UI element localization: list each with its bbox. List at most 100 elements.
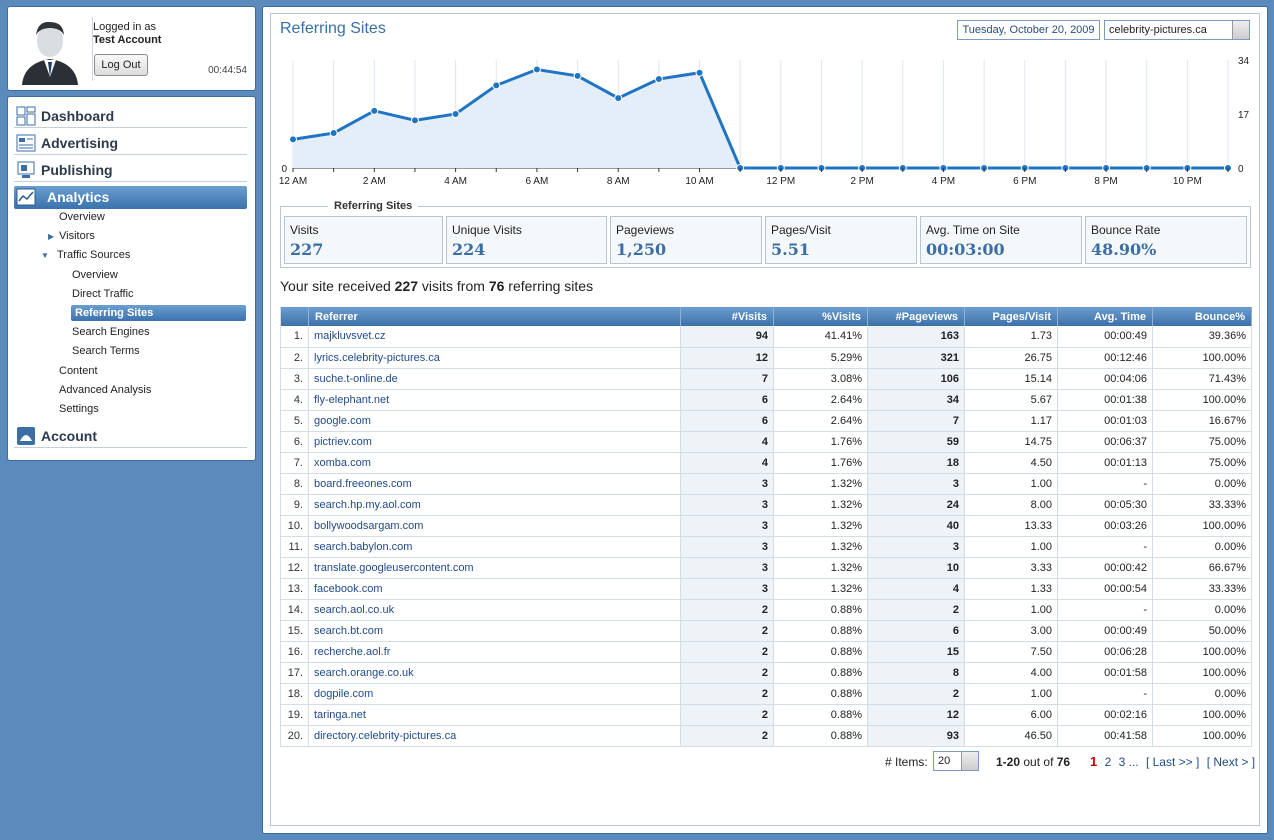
nav-sub-search-engines[interactable]: Search Engines <box>72 326 150 338</box>
referrer-link[interactable]: fly-elephant.net <box>308 389 681 411</box>
row-pct-visits: 5.29% <box>773 347 868 369</box>
referrer-link[interactable]: majkluvsvet.cz <box>308 326 681 348</box>
row-bounce: 100.00% <box>1152 704 1252 726</box>
referrer-link[interactable]: taringa.net <box>308 704 681 726</box>
nav-account[interactable]: Account <box>14 425 247 448</box>
row-avg-time: 00:05:30 <box>1057 494 1153 516</box>
referrer-link[interactable]: lyrics.celebrity-pictures.ca <box>308 347 681 369</box>
data-point <box>410 116 419 125</box>
col-pages-visit-header[interactable]: Pages/Visit <box>964 307 1058 326</box>
stat-value: 227 <box>290 240 324 259</box>
referrer-link[interactable]: google.com <box>308 410 681 432</box>
col-avg-time-header[interactable]: Avg. Time <box>1057 307 1153 326</box>
site-dropdown-icon[interactable] <box>1232 21 1249 39</box>
table-row: 14. search.aol.co.uk 2 0.88% 2 1.00-0.00% <box>280 599 1252 621</box>
table-row: 3. suche.t-online.de 7 3.08% 106 15.14 00:04:0… <box>280 368 1252 390</box>
items-per-page-select[interactable]: 20 <box>933 751 979 771</box>
expand-down-icon[interactable]: ▼ <box>41 251 49 260</box>
referrer-link[interactable]: facebook.com <box>308 578 681 600</box>
nav-sub-advanced-analysis[interactable]: Advanced Analysis <box>59 384 152 396</box>
page-link[interactable]: 3 ... <box>1118 755 1139 769</box>
table-row: 15. search.bt.com 2 0.88% 6 3.00 00:00:49 50.00… <box>280 620 1252 642</box>
row-avg-time: 00:01:13 <box>1057 452 1153 474</box>
row-visits: 2 <box>680 599 774 621</box>
nav-advertising[interactable]: Advertising <box>14 132 247 155</box>
nav-dashboard-label: Dashboard <box>41 108 115 124</box>
referrer-link[interactable]: dogpile.com <box>308 683 681 705</box>
table-row: 18. dogpile.com 2 0.88% 2 1.00-0.00% <box>280 683 1252 705</box>
expand-right-icon[interactable]: ▶ <box>48 232 55 241</box>
row-avg-time: 00:41:58 <box>1057 725 1153 747</box>
col-bounce-header[interactable]: Bounce% <box>1152 307 1252 326</box>
referrer-link[interactable]: search.aol.co.uk <box>308 599 681 621</box>
nav-sub-search-terms[interactable]: Search Terms <box>72 345 140 357</box>
row-avg-time: 00:12:46 <box>1057 347 1153 369</box>
table-row: 9. search.hp.my.aol.com 3 1.32% 24 8.00 00:05:… <box>280 494 1252 516</box>
last-page-link[interactable]: [ Last >> ] <box>1145 755 1200 769</box>
col-visits-header[interactable]: #Visits <box>680 307 774 326</box>
series-area <box>293 69 1228 168</box>
page-title: Referring Sites <box>280 20 386 37</box>
nav-dashboard[interactable]: Dashboard <box>14 105 247 128</box>
referrer-link[interactable]: bollywoodsargam.com <box>308 515 681 537</box>
referrer-link[interactable]: suche.t-online.de <box>308 368 681 390</box>
stat-bounce-rate: Bounce Rate 48.90% <box>1085 216 1247 264</box>
nav-sub-overview[interactable]: Overview <box>59 211 105 223</box>
referrer-link[interactable]: search.babylon.com <box>308 536 681 558</box>
row-index: 14. <box>280 599 309 621</box>
col-pageviews-header[interactable]: #Pageviews <box>867 307 965 326</box>
stat-label: Avg. Time on Site <box>926 223 1020 237</box>
row-pages-visit: 46.50 <box>964 725 1058 747</box>
stat-label: Visits <box>290 223 319 237</box>
row-pct-visits: 0.88% <box>773 641 868 663</box>
data-point <box>532 65 541 74</box>
col-pct-visits-header[interactable]: %Visits <box>773 307 868 326</box>
row-pages-visit: 3.33 <box>964 557 1058 579</box>
row-avg-time: 00:00:49 <box>1057 326 1153 348</box>
row-pct-visits: 1.32% <box>773 473 868 495</box>
referrer-link[interactable]: translate.googleusercontent.com <box>308 557 681 579</box>
referrer-link[interactable]: search.hp.my.aol.com <box>308 494 681 516</box>
row-index: 19. <box>280 704 309 726</box>
col-referrer-header[interactable]: Referrer <box>308 307 681 326</box>
table-row: 11. search.babylon.com 3 1.32% 3 1.00-0.00% <box>280 536 1252 558</box>
row-pageviews: 59 <box>867 431 965 453</box>
referrer-link[interactable]: directory.celebrity-pictures.ca <box>308 725 681 747</box>
nav-sub-ts-overview[interactable]: Overview <box>72 269 118 281</box>
range-value: 1-20 <box>996 755 1021 769</box>
nav-sub-traffic-sources[interactable]: Traffic Sources <box>57 249 131 261</box>
row-index: 18. <box>280 683 309 705</box>
row-pages-visit: 1.00 <box>964 536 1058 558</box>
referrer-link[interactable]: search.bt.com <box>308 620 681 642</box>
row-pct-visits: 1.32% <box>773 536 868 558</box>
site-select[interactable]: celebrity-pictures.ca <box>1104 20 1250 40</box>
items-per-page-label: # Items: <box>885 755 928 769</box>
nav-publishing[interactable]: Publishing <box>14 159 247 182</box>
row-pages-visit: 3.00 <box>964 620 1058 642</box>
date-picker[interactable]: Tuesday, October 20, 2009 <box>957 20 1100 40</box>
nav-sub-content[interactable]: Content <box>59 365 98 377</box>
row-visits: 7 <box>680 368 774 390</box>
page-link[interactable]: 2 <box>1104 755 1112 769</box>
row-pct-visits: 0.88% <box>773 662 868 684</box>
row-avg-time: - <box>1057 599 1153 621</box>
row-bounce: 50.00% <box>1152 620 1252 642</box>
logout-button[interactable]: Log Out <box>94 54 148 76</box>
nav-analytics[interactable]: Analytics <box>14 186 247 209</box>
page-link-current[interactable]: 1 <box>1090 754 1098 769</box>
series-line <box>292 67 1228 170</box>
referrer-link[interactable]: board.freeones.com <box>308 473 681 495</box>
items-dropdown-icon[interactable] <box>961 752 978 770</box>
referrer-link[interactable]: xomba.com <box>308 452 681 474</box>
next-page-link[interactable]: [ Next > ] <box>1206 755 1256 769</box>
nav-sub-referring-sites[interactable]: Referring Sites <box>71 305 246 321</box>
row-pages-visit: 1.17 <box>964 410 1058 432</box>
nav-sub-direct-traffic[interactable]: Direct Traffic <box>72 288 134 300</box>
referrer-link[interactable]: search.orange.co.uk <box>308 662 681 684</box>
referrer-link[interactable]: pictriev.com <box>308 431 681 453</box>
nav-sub-settings[interactable]: Settings <box>59 403 99 415</box>
referrer-link[interactable]: recherche.aol.fr <box>308 641 681 663</box>
row-bounce: 100.00% <box>1152 515 1252 537</box>
row-avg-time: - <box>1057 473 1153 495</box>
nav-sub-visitors[interactable]: Visitors <box>59 230 95 242</box>
